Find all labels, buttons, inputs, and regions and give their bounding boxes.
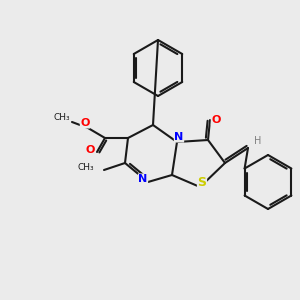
Text: CH₃: CH₃: [78, 163, 94, 172]
Text: O: O: [85, 145, 95, 155]
Text: H: H: [254, 136, 262, 146]
Text: CH₃: CH₃: [54, 113, 70, 122]
Text: S: S: [197, 176, 206, 190]
Text: N: N: [174, 132, 184, 142]
Text: O: O: [80, 118, 90, 128]
Text: O: O: [211, 115, 221, 125]
Text: N: N: [138, 174, 148, 184]
